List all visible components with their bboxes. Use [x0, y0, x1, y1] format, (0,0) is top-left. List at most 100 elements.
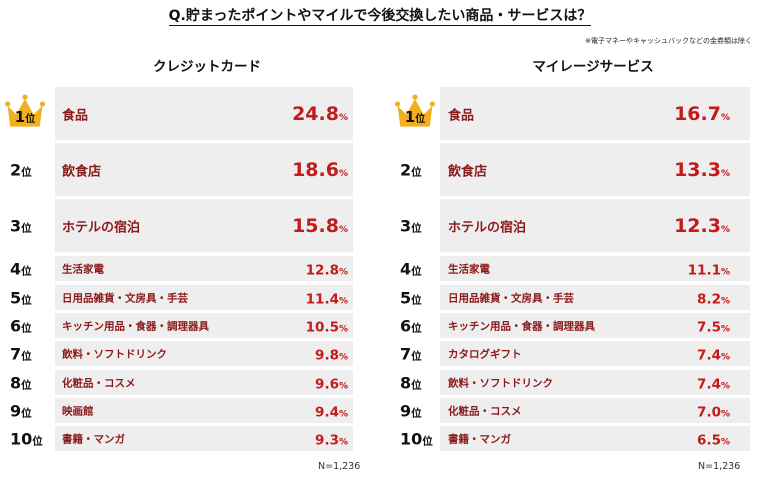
percentage-value: 13.3% — [674, 158, 730, 181]
row-bar — [55, 426, 353, 451]
sample-size-label: N=1,236 — [318, 461, 361, 472]
percentage-value: 8.2% — [697, 291, 730, 307]
rank-number: 6位 — [400, 316, 422, 335]
row-bar — [55, 256, 353, 281]
percentage-value: 6.5% — [697, 432, 730, 448]
rank-number: 5位 — [400, 288, 422, 307]
row-bar — [55, 341, 353, 366]
ranking-row: 3位 ホテルの宿泊 12.3% — [390, 199, 750, 252]
percentage-value: 11.1% — [687, 262, 730, 278]
percentage-value: 11.4% — [305, 291, 348, 307]
ranking-row: 4位 生活家電 12.8% — [0, 256, 360, 281]
crown-icon: 1位 — [395, 93, 435, 129]
category-label: ホテルの宿泊 — [448, 220, 527, 235]
percentage-value: 12.8% — [305, 262, 348, 278]
row-bar — [440, 341, 750, 366]
rank-number: 6位 — [10, 316, 32, 335]
category-label: 映画館 — [62, 405, 94, 417]
ranking-row: 5位 日用品雑貨・文房具・手芸 11.4% — [0, 285, 360, 310]
category-label: 食品 — [448, 108, 475, 123]
rank-number: 10位 — [10, 429, 43, 448]
row-bar — [440, 87, 750, 140]
rank-number: 9位 — [10, 401, 32, 420]
ranking-row: 1位 食品 24.8% — [0, 87, 360, 140]
percentage-value: 9.6% — [315, 376, 348, 392]
percentage-value: 12.3% — [674, 214, 730, 237]
category-label: 飲料・ソフトドリンク — [62, 348, 167, 360]
category-label: 化粧品・コスメ — [62, 377, 136, 389]
sample-size-label: N=1,236 — [698, 461, 741, 472]
ranking-row: 10位 書籍・マンガ 9.3% — [0, 426, 360, 451]
rank-number: 3位 — [400, 216, 422, 235]
crown-icon: 1位 — [5, 93, 45, 129]
ranking-row: 5位 日用品雑貨・文房具・手芸 8.2% — [390, 285, 750, 310]
ranking-row: 8位 飲料・ソフトドリンク 7.4% — [390, 370, 750, 395]
ranking-row: 10位 書籍・マンガ 6.5% — [390, 426, 750, 451]
mileage-service-ranking-panel: マイレージサービス 1位 食品 16.7% 2位 飲食店 13.3% 3位 ホテルの宿泊 12.… — [390, 0, 750, 485]
credit-card-ranking-panel: クレジットカード 1位 食品 24.8% 2位 飲食店 18.6% 3位 ホテルの宿泊 15.8… — [0, 0, 360, 485]
row-bar — [55, 87, 353, 140]
rank-number: 10位 — [400, 429, 433, 448]
row-bar — [55, 313, 353, 338]
ranking-row: 9位 化粧品・コスメ 7.0% — [390, 398, 750, 423]
category-label: 飲食店 — [62, 164, 102, 179]
footnote: ※電子マネーやキャッシュバックなどの金券類は除く — [585, 37, 752, 45]
percentage-value: 24.8% — [292, 102, 348, 125]
rank-number: 5位 — [10, 288, 32, 307]
category-label: キッチン用品・食器・調理器具 — [62, 320, 209, 332]
category-label: 日用品雑貨・文房具・手芸 — [448, 292, 574, 304]
category-label: 飲料・ソフトドリンク — [448, 377, 553, 389]
ranking-row: 7位 カタログギフト 7.4% — [390, 341, 750, 366]
ranking-row: 2位 飲食店 18.6% — [0, 143, 360, 196]
ranking-row: 7位 飲料・ソフトドリンク 9.8% — [0, 341, 360, 366]
ranking-row: 1位 食品 16.7% — [390, 87, 750, 140]
ranking-row: 2位 飲食店 13.3% — [390, 143, 750, 196]
ranking-row: 4位 生活家電 11.1% — [390, 256, 750, 281]
ranking-row: 6位 キッチン用品・食器・調理器具 7.5% — [390, 313, 750, 338]
percentage-value: 16.7% — [674, 102, 730, 125]
category-label: 飲食店 — [448, 164, 488, 179]
question-title: Q.貯まったポイントやマイルで今後交換したい商品・サービスは？ — [168, 8, 592, 26]
percentage-value: 9.3% — [315, 432, 348, 448]
row-bar — [440, 143, 750, 196]
category-label: カタログギフト — [448, 348, 522, 360]
ranking-row: 3位 ホテルの宿泊 15.8% — [0, 199, 360, 252]
rank-number: 4位 — [400, 259, 422, 278]
row-bar — [440, 426, 750, 451]
percentage-value: 15.8% — [292, 214, 348, 237]
percentage-value: 7.0% — [697, 404, 730, 420]
category-label: キッチン用品・食器・調理器具 — [448, 320, 595, 332]
rank-number: 3位 — [10, 216, 32, 235]
row-bar — [440, 199, 750, 252]
percentage-value: 10.5% — [305, 319, 348, 335]
category-label: 食品 — [62, 108, 89, 123]
panel-title: マイレージサービス — [532, 59, 654, 75]
category-label: 生活家電 — [62, 263, 104, 275]
percentage-value: 7.4% — [697, 376, 730, 392]
category-label: 書籍・マンガ — [62, 433, 125, 445]
category-label: 書籍・マンガ — [448, 433, 511, 445]
row-bar — [440, 256, 750, 281]
ranking-row: 6位 キッチン用品・食器・調理器具 10.5% — [0, 313, 360, 338]
row-bar — [55, 199, 353, 252]
percentage-value: 9.4% — [315, 404, 348, 420]
rank-number: 9位 — [400, 401, 422, 420]
rank-number: 1位 — [14, 108, 36, 126]
percentage-value: 18.6% — [292, 158, 348, 181]
rank-number: 1位 — [404, 108, 426, 126]
rank-number: 2位 — [10, 160, 32, 179]
rank-number: 4位 — [10, 259, 32, 278]
row-bar — [55, 285, 353, 310]
rank-number: 8位 — [400, 373, 422, 392]
row-bar — [440, 370, 750, 395]
rank-number: 8位 — [10, 373, 32, 392]
row-bar — [440, 285, 750, 310]
rank-number: 2位 — [400, 160, 422, 179]
row-bar — [55, 370, 353, 395]
row-bar — [440, 313, 750, 338]
category-label: 化粧品・コスメ — [448, 405, 522, 417]
category-label: 生活家電 — [448, 263, 490, 275]
row-bar — [55, 398, 353, 423]
rank-number: 7位 — [400, 344, 422, 363]
category-label: ホテルの宿泊 — [62, 220, 141, 235]
